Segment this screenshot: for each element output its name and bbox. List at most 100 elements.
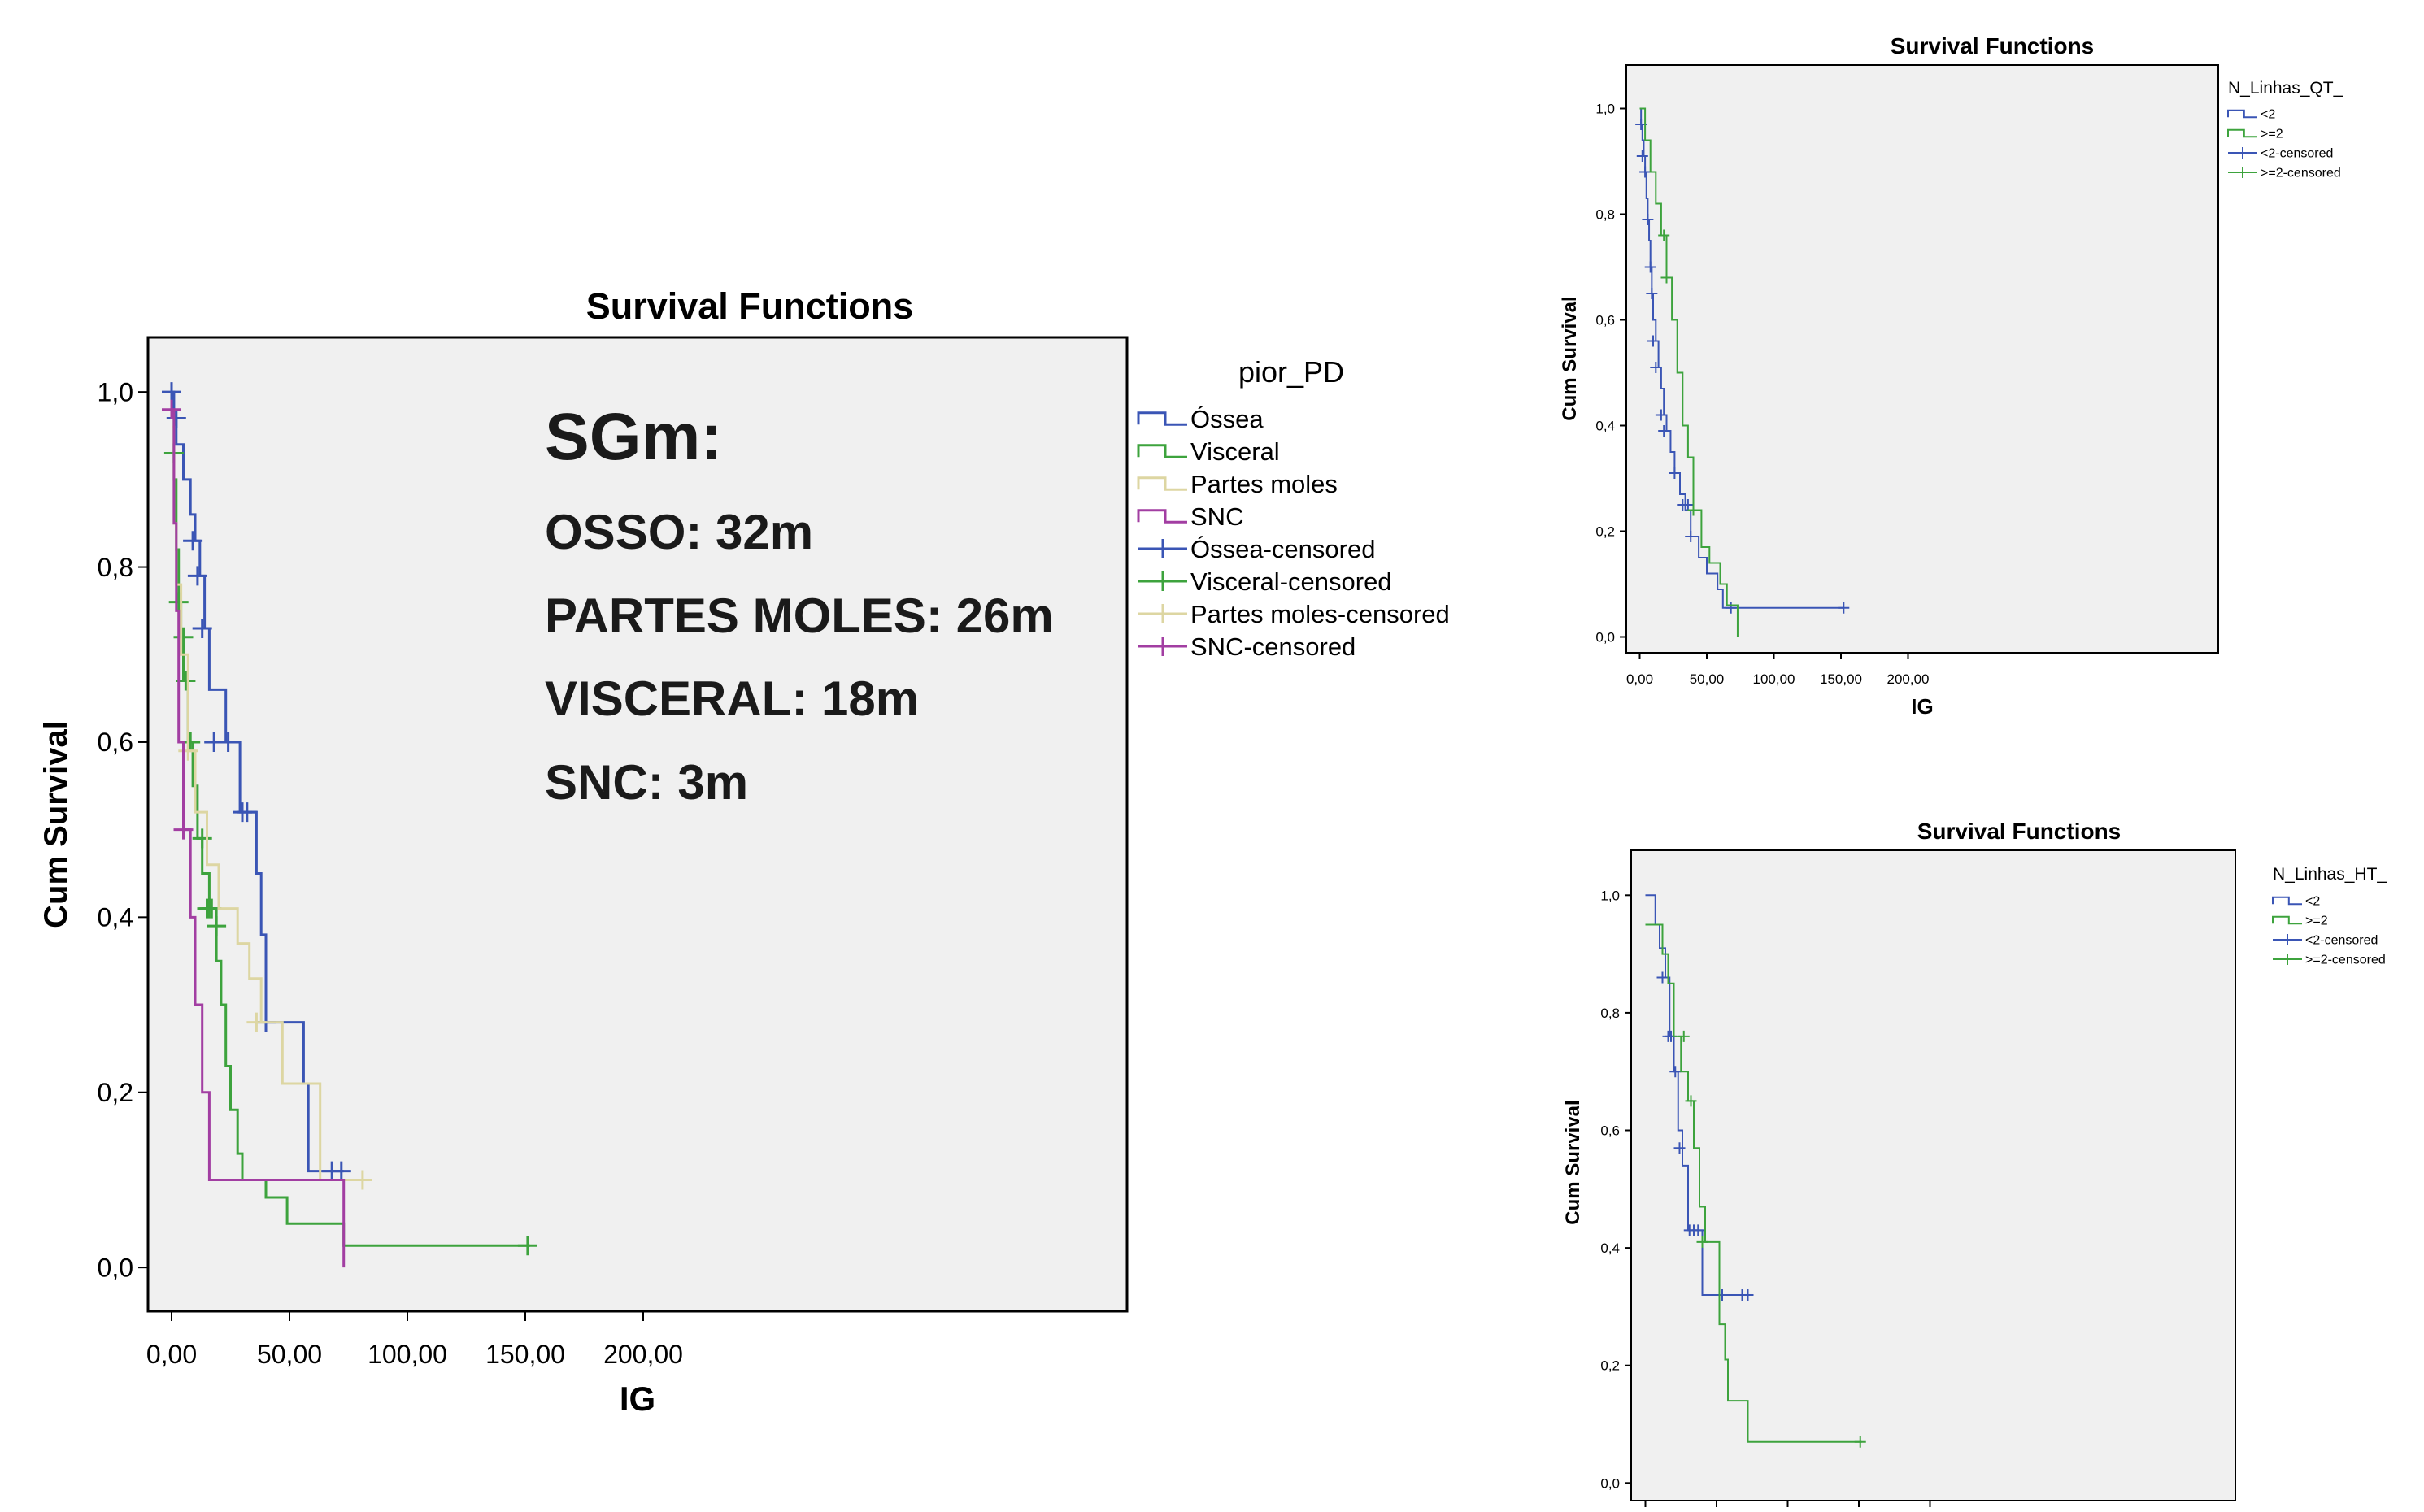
legend-swatch — [2273, 954, 2302, 965]
legend-swatch — [1137, 509, 1187, 524]
censor-mark — [1636, 150, 1648, 162]
x-axis-label: IG — [1911, 694, 1933, 719]
legend-label: SNC — [1190, 502, 1243, 531]
x-axis-label: IG — [620, 1379, 655, 1418]
x-tick-label: 150,00 — [485, 1340, 565, 1369]
censor-mark — [1650, 362, 1662, 373]
censor-mark — [178, 741, 198, 761]
censor-mark — [1658, 425, 1670, 437]
survival-curve->=2 — [1645, 923, 1862, 1443]
legend-swatch — [1137, 444, 1187, 458]
chart-title: Survival Functions — [1891, 33, 2095, 59]
censor-mark — [1717, 1288, 1728, 1301]
y-tick-label: 1,0 — [1600, 888, 1620, 903]
censor-mark — [1725, 602, 1737, 614]
censor-mark — [1658, 229, 1670, 241]
legend-label: Partes moles-censored — [1190, 600, 1450, 628]
legend-swatch — [1137, 476, 1187, 491]
legend-label: <2-censored — [2305, 934, 2378, 948]
censor-mark — [517, 1236, 537, 1256]
censor-mark — [1660, 272, 1673, 284]
y-tick-label: 0,6 — [1595, 312, 1615, 328]
x-tick-label: 150,00 — [1820, 671, 1862, 687]
legend-label: Visceral-censored — [1190, 567, 1392, 596]
legend-label: Partes moles — [1190, 470, 1338, 498]
censor-mark — [162, 399, 181, 419]
legend-label: <2 — [2261, 108, 2275, 122]
plot-area — [146, 336, 1129, 1313]
censor-mark — [331, 1161, 351, 1181]
y-tick-label: 0,4 — [1600, 1240, 1620, 1256]
censor-mark — [187, 566, 207, 586]
chart-title: Survival Functions — [1917, 819, 2122, 844]
legend: N_Linhas_QT_ <2 >=2 <2-censored >=2-censore… — [2227, 79, 2343, 180]
censor-mark — [183, 531, 203, 551]
censor-mark — [1838, 602, 1850, 614]
legend-swatch — [2227, 109, 2257, 119]
y-tick-label: 0,8 — [1595, 206, 1615, 222]
censor-mark — [173, 627, 194, 647]
legend-title: pior_PD — [1238, 355, 1344, 389]
legend-swatch — [1137, 411, 1187, 426]
y-axis-ticks: 0,0 0,2 0,4 0,6 0,8 1,0 — [1600, 888, 1631, 1491]
y-tick-label: 0,2 — [1595, 524, 1615, 539]
y-tick-label: 0,4 — [1595, 418, 1615, 433]
y-tick-label: 1,0 — [98, 377, 133, 406]
survival-curve-Partes moles — [172, 425, 365, 1181]
censor-mark — [218, 732, 238, 752]
y-axis-ticks: 0,0 0,2 0,4 0,6 0,8 1,0 — [1595, 101, 1626, 645]
legend-label: >=2 — [2305, 915, 2328, 928]
censor-mark — [1742, 1288, 1754, 1301]
x-tick-label: 200,00 — [603, 1340, 683, 1369]
y-tick-label: 0,2 — [1600, 1358, 1620, 1374]
annotation-line: PARTES MOLES: 26m — [545, 589, 1054, 643]
y-tick-label: 0,6 — [98, 728, 133, 757]
censor-mark — [1687, 504, 1699, 516]
legend-title: N_Linhas_QT_ — [2228, 79, 2343, 98]
legend-label: SNC-censored — [1190, 632, 1356, 661]
y-tick-label: 0,0 — [1600, 1475, 1620, 1491]
plot-area — [1630, 849, 2236, 1501]
censor-mark — [1669, 467, 1681, 479]
x-tick-label: 0,00 — [146, 1340, 197, 1369]
legend-swatch — [1138, 604, 1187, 623]
censor-mark — [192, 618, 212, 638]
survival-curves — [1645, 894, 1866, 1448]
survival-curve-Óssea — [172, 390, 344, 1173]
legend-swatch — [2272, 915, 2302, 925]
censor-mark — [1642, 214, 1654, 225]
x-tick-label: 200,00 — [1887, 671, 1930, 687]
legend-entries: <2 >=2 <2-censored >=2-censored — [2272, 895, 2386, 967]
y-axis-label: Cum Survival — [1559, 296, 1581, 420]
censor-mark — [207, 916, 227, 936]
x-tick-label: 100,00 — [368, 1340, 447, 1369]
censor-mark — [1647, 335, 1659, 347]
chart-survival-pior-pd: Survival Functions 0,0 0,2 0,4 0,6 0,8 1,0 0,… — [38, 285, 1450, 1418]
legend-swatch — [2272, 896, 2302, 906]
y-axis-label: Cum Survival — [38, 720, 74, 928]
legend-label: Visceral — [1190, 437, 1280, 466]
y-tick-label: 0,4 — [98, 903, 133, 932]
censor-mark — [1639, 166, 1652, 178]
legend-swatch — [1138, 637, 1187, 656]
censor-mark — [237, 802, 257, 823]
censor-mark — [246, 1012, 267, 1032]
chart-title: Survival Functions — [586, 285, 914, 327]
censor-mark — [352, 1170, 372, 1190]
censor-mark — [1646, 288, 1658, 299]
legend-label: >=2-censored — [2305, 954, 2386, 967]
censor-mark — [1678, 1030, 1690, 1042]
legend-swatch — [2273, 934, 2302, 945]
legend-title: N_Linhas_HT_ — [2273, 865, 2387, 884]
censor-mark — [1656, 971, 1669, 984]
x-tick-label: 50,00 — [1690, 671, 1725, 687]
y-axis-ticks: 0,0 0,2 0,4 0,6 0,8 1,0 — [98, 377, 148, 1282]
legend-swatch — [2227, 128, 2257, 138]
legend-swatch — [1138, 571, 1187, 591]
survival-curves — [1635, 107, 1850, 637]
